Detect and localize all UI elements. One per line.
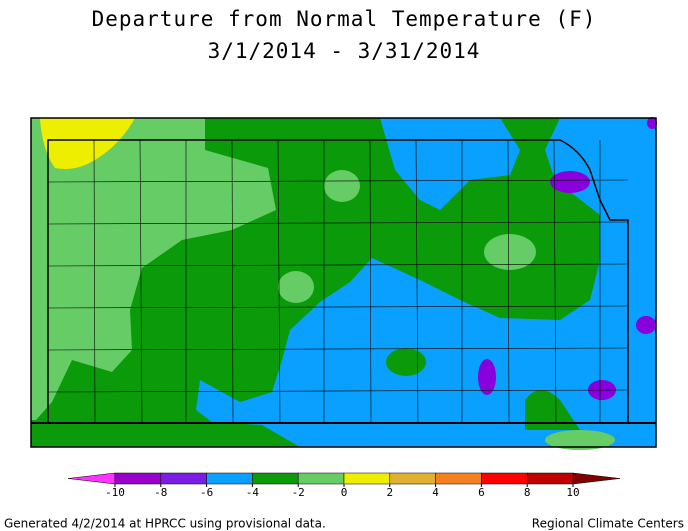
legend-bin — [389, 472, 436, 485]
region-green — [525, 390, 580, 430]
legend-tick-label: 10 — [566, 486, 579, 499]
region-blue — [520, 320, 620, 440]
map-frame — [30, 117, 657, 448]
county-line — [47, 347, 629, 351]
county-line — [507, 139, 510, 424]
county-line — [47, 305, 629, 309]
legend-bin — [114, 472, 162, 485]
region-lightgreen — [484, 234, 536, 270]
region-green — [31, 423, 231, 447]
legend-tick-label: 4 — [432, 486, 439, 499]
county-line — [415, 139, 419, 424]
region-lightgreen — [324, 170, 360, 202]
legend-under — [67, 472, 116, 485]
county-line — [231, 139, 234, 424]
county-line — [47, 179, 629, 183]
legend-bin — [435, 472, 482, 485]
legend-tick-label: -4 — [246, 486, 260, 499]
legend-over — [572, 472, 621, 485]
county-line — [93, 139, 96, 424]
legend-tick-label: 8 — [524, 486, 531, 499]
footer-left: Generated 4/2/2014 at HPRCC using provis… — [4, 517, 326, 531]
county-lines — [47, 139, 629, 424]
county-line — [139, 139, 143, 424]
county-line — [47, 389, 629, 393]
region-lightgreen — [278, 271, 314, 303]
legend-bin — [526, 472, 574, 485]
legend-tick-label: -8 — [154, 486, 167, 499]
legend-tick-label: 0 — [341, 486, 348, 499]
region-lightgreen — [545, 430, 615, 450]
region-green — [386, 348, 426, 376]
legend-bin — [343, 472, 391, 485]
legend-tick-label: -2 — [292, 486, 305, 499]
legend-tick-label: -6 — [200, 486, 213, 499]
legend-bin — [160, 472, 207, 485]
legend-tick-label: -10 — [105, 486, 125, 499]
legend: -10 -8 -6 -4 -2 0 2 4 6 8 10 — [67, 472, 621, 499]
subtitle: 3/1/2014 - 3/31/2014 — [208, 39, 481, 63]
region-blue — [380, 118, 520, 210]
legend-bin — [252, 472, 299, 485]
legend-tick-label: 6 — [478, 486, 485, 499]
region-purple — [636, 316, 656, 334]
map — [30, 117, 657, 450]
county-line — [277, 139, 281, 424]
legend-tick-label: 2 — [386, 486, 393, 499]
region-lightgreen — [31, 118, 276, 420]
region-purple — [647, 117, 657, 129]
state-border — [47, 139, 629, 424]
footer-right: Regional Climate Centers — [532, 517, 684, 531]
title: Departure from Normal Temperature (F) — [92, 7, 597, 31]
region-yellow — [40, 118, 135, 169]
region-purple — [478, 359, 496, 395]
legend-bin — [297, 472, 345, 485]
legend-bin — [206, 472, 253, 485]
county-line — [47, 263, 629, 267]
county-line — [47, 221, 629, 225]
county-line — [369, 139, 372, 424]
region-purple — [550, 171, 590, 193]
county-line — [553, 139, 557, 424]
legend-bin — [481, 472, 528, 485]
